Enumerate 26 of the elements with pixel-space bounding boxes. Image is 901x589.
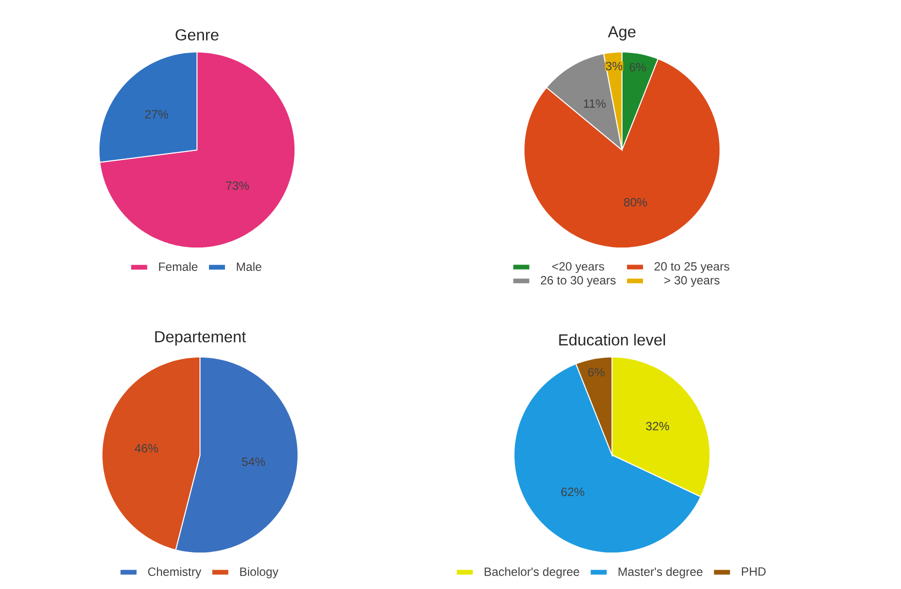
data-label: 6% (588, 368, 604, 376)
chart-title: Education level (559, 334, 665, 346)
data-label: 46% (134, 444, 158, 452)
data-label: 6% (630, 62, 646, 72)
legend-label: PHD (742, 567, 766, 576)
data-label: 11% (584, 99, 606, 108)
legend-label: Master's degree (618, 567, 702, 578)
data-label: 3% (606, 62, 622, 70)
chart-title: Age (608, 26, 636, 40)
legend-label: <20 years (552, 262, 604, 274)
chart-title: Genre (176, 29, 218, 40)
legend-label: Biology (240, 567, 278, 578)
legend-label: Female (159, 262, 198, 271)
legend-label: 20 to 25 years (654, 262, 730, 274)
data-label: 80% (624, 198, 647, 206)
data-label: 32% (646, 422, 670, 430)
legend-label: > 30 years (664, 276, 720, 287)
legend-label: Bachelor's degree (484, 567, 580, 578)
chart-title: Departement (155, 331, 246, 346)
data-label: 54% (242, 458, 266, 466)
legend-label: 26 to 30 years (540, 276, 616, 287)
legend-label: Male (236, 262, 262, 271)
data-label: 62% (561, 488, 584, 496)
data-label: 27% (145, 110, 168, 119)
legend-label: Chemistry (148, 567, 202, 578)
data-label: 73% (226, 181, 249, 190)
